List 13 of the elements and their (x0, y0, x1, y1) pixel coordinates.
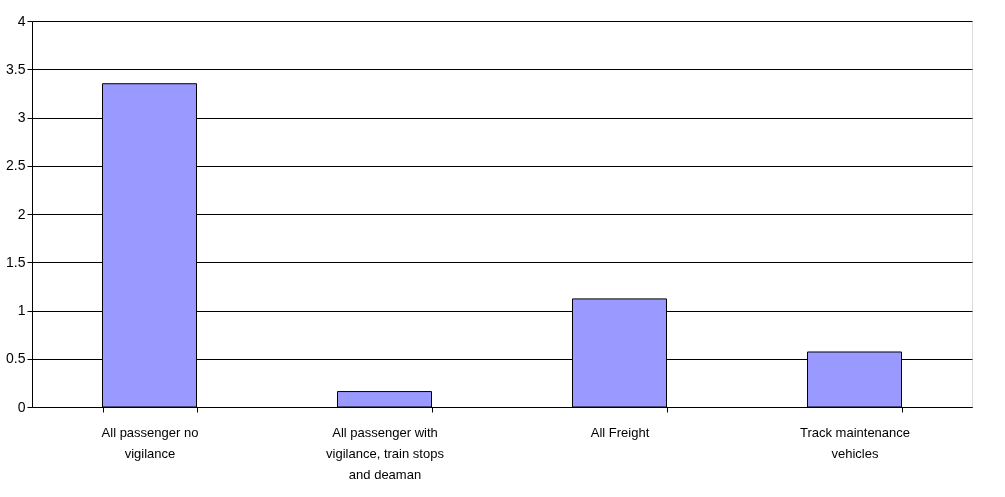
y-tick-label: 3 (17, 109, 26, 125)
x-tick-label: All Freight (590, 424, 650, 440)
x-tick-label: All passenger no vigilance (101, 424, 199, 461)
y-tick-label: 2 (17, 205, 26, 222)
y-tick-label: 2.5 (6, 157, 26, 174)
y-tick-label: 0 (17, 398, 26, 415)
y-tick-label: 4 (17, 12, 26, 29)
x-tick-label: Track maintenance vehicles (799, 424, 911, 461)
y-tick-label: 1 (17, 302, 26, 318)
y-tick-label: 0.5 (6, 350, 26, 367)
x-tick-label: All passenger with vigilance, train stops and deaman (326, 424, 445, 482)
y-tick-label: 3.5 (6, 60, 26, 77)
y-tick-label: 1.5 (6, 253, 26, 270)
